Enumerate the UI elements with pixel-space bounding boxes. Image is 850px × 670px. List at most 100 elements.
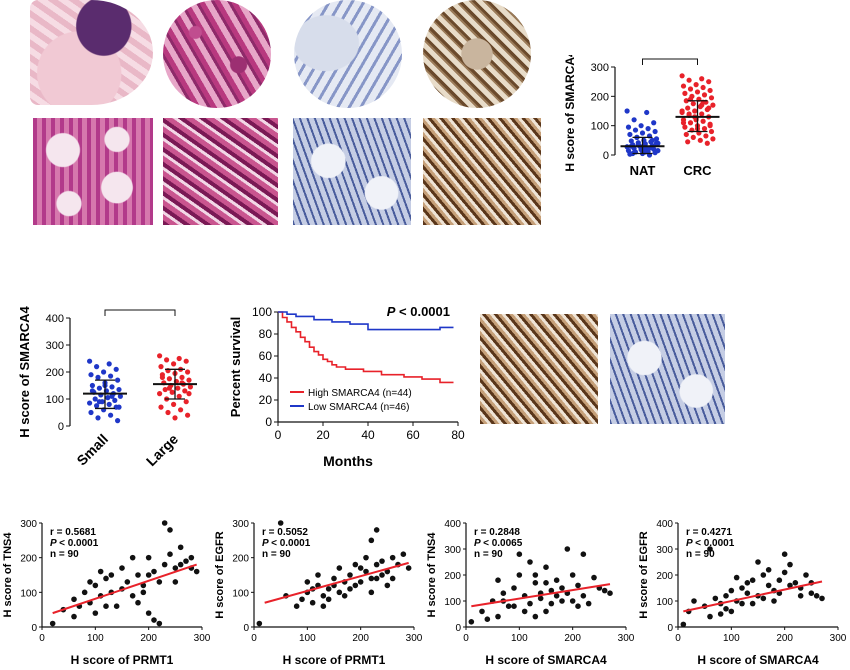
- y-tick-label: 0: [603, 150, 609, 162]
- data-point: [115, 418, 121, 424]
- data-point: [710, 102, 716, 108]
- y-axis-label: H score of TNS4: [426, 532, 438, 618]
- data-point: [89, 382, 95, 389]
- r-value-label: r = 0.5052: [262, 527, 308, 538]
- n-value-label: n = 90: [50, 549, 79, 560]
- p-value-label: P < 0.0001: [686, 538, 735, 549]
- y-tick-label: 200: [591, 91, 609, 103]
- significance-label: **: [665, 55, 676, 59]
- data-point: [781, 551, 788, 557]
- data-point: [712, 595, 719, 602]
- legend-label: Low SMARCA4 (n=46): [308, 402, 409, 413]
- data-point: [687, 86, 694, 92]
- data-point: [115, 377, 121, 383]
- data-point: [87, 400, 93, 406]
- data-point: [95, 415, 101, 421]
- data-point: [505, 603, 512, 609]
- data-point: [95, 374, 101, 380]
- data-point: [400, 551, 407, 557]
- data-point: [119, 565, 125, 571]
- data-point: [707, 546, 713, 552]
- data-point: [96, 385, 102, 391]
- data-point: [352, 582, 359, 589]
- x-tick-label: 60: [406, 428, 420, 442]
- y-tick-label: 300: [232, 519, 249, 530]
- data-point: [706, 105, 712, 111]
- x-tick-label: 0: [463, 633, 469, 644]
- data-point: [680, 83, 687, 89]
- data-point: [739, 585, 745, 591]
- data-point: [88, 409, 94, 416]
- data-point: [172, 579, 179, 585]
- data-point: [172, 415, 178, 421]
- data-point: [591, 574, 597, 581]
- data-point: [699, 111, 705, 117]
- data-point: [256, 620, 263, 627]
- data-point: [532, 613, 539, 620]
- data-point: [683, 98, 689, 104]
- data-point: [651, 120, 657, 126]
- data-point: [384, 582, 391, 589]
- data-point: [543, 580, 549, 586]
- data-point: [559, 598, 565, 604]
- data-point: [631, 117, 637, 123]
- data-point: [653, 140, 660, 146]
- p-value-label: P < 0.0001: [50, 538, 99, 549]
- data-point: [765, 582, 772, 589]
- data-point: [129, 593, 136, 599]
- data-point: [81, 589, 88, 596]
- data-point: [109, 393, 115, 399]
- data-point: [169, 389, 175, 395]
- tumor-size-dot-plot: 0 100 200 300 400 Small Large * H score of SMARC…: [17, 305, 197, 469]
- data-point: [185, 369, 191, 375]
- data-point: [575, 603, 581, 609]
- p-value-annotation: P < 0.0001: [387, 304, 450, 319]
- data-point: [175, 385, 181, 391]
- data-point: [484, 616, 491, 622]
- y-tick-label: 300: [444, 545, 461, 556]
- data-point: [379, 558, 385, 564]
- data-point: [543, 564, 549, 570]
- data-point: [632, 127, 639, 133]
- ihc-high-smarca4-image: [480, 314, 598, 424]
- significance-label: *: [137, 305, 143, 310]
- data-point: [309, 599, 316, 606]
- r-value-label: r = 0.5681: [50, 527, 96, 538]
- y-tick-label: 200: [444, 571, 461, 582]
- data-point: [781, 569, 788, 576]
- data-point: [87, 579, 93, 585]
- data-point: [105, 395, 111, 401]
- data-point: [739, 600, 745, 607]
- y-tick-label: 300: [20, 519, 37, 530]
- data-point: [559, 585, 565, 591]
- data-point: [187, 384, 193, 390]
- y-tick-label: 0: [265, 415, 272, 429]
- data-point: [331, 575, 337, 582]
- data-point: [109, 384, 115, 390]
- x-tick-label: 80: [451, 428, 465, 442]
- data-point: [108, 373, 114, 379]
- data-point: [156, 579, 163, 585]
- data-point: [116, 404, 122, 410]
- ihc-normal-magnified-image: [293, 118, 411, 225]
- he-normal-tma-image: [30, 0, 153, 105]
- data-point: [516, 572, 523, 578]
- data-point: [694, 89, 701, 95]
- x-category-label: CRC: [683, 163, 712, 178]
- data-point: [151, 568, 157, 575]
- data-point: [157, 353, 163, 359]
- data-point: [145, 554, 152, 561]
- data-point: [325, 586, 332, 592]
- y-tick-label: 300: [46, 340, 64, 352]
- ihc-normal-tma-image: [294, 0, 402, 108]
- data-point: [537, 595, 544, 602]
- data-point: [691, 598, 697, 604]
- data-point: [638, 123, 644, 129]
- data-point: [707, 87, 713, 94]
- data-point: [71, 596, 77, 603]
- data-point: [564, 546, 571, 552]
- data-point: [468, 619, 475, 625]
- data-point: [500, 590, 507, 596]
- x-tick-label: 200: [564, 633, 581, 644]
